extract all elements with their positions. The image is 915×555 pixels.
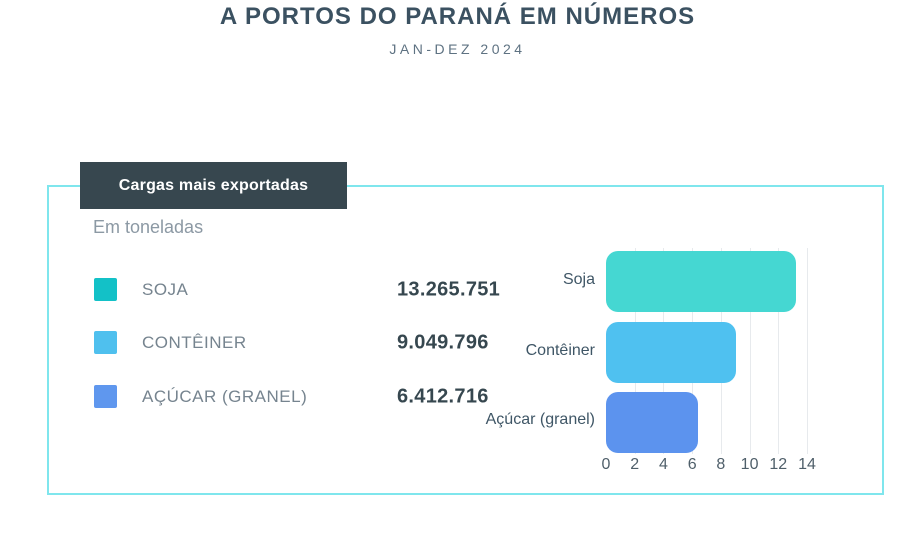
x-tick-label: 10 xyxy=(740,456,759,473)
x-tick-label: 2 xyxy=(630,456,640,473)
gridline xyxy=(778,248,780,454)
legend-swatch-acucar xyxy=(94,385,117,408)
legend-label: CONTÊINER xyxy=(142,332,247,352)
x-tick-label: 14 xyxy=(798,456,816,473)
gridline xyxy=(749,248,751,454)
page-title: A PORTOS DO PARANÁ EM NÚMEROS xyxy=(219,3,696,30)
legend-label: SOJA xyxy=(142,279,189,299)
chart-x-axis: 0 2 4 6 8 10 12 14 xyxy=(602,456,816,476)
unit-label: Em toneladas xyxy=(93,217,204,237)
legend-swatch-soja xyxy=(94,278,117,301)
legend-label: AÇÚCAR (GRANEL) xyxy=(142,386,308,406)
bar-soja xyxy=(606,251,797,312)
legend-value: 9.049.796 xyxy=(397,331,489,353)
chart-category-label-acucar: Açúcar (granel) xyxy=(485,411,595,428)
card-tag: Cargas mais exportadas xyxy=(80,162,347,209)
chart-category-label-soja: Soja xyxy=(562,271,595,288)
x-tick-label: 0 xyxy=(601,456,611,473)
bar-acucar xyxy=(606,392,699,453)
exports-card: Cargas mais exportadas Em toneladas SOJA… xyxy=(47,162,884,495)
x-tick-label: 6 xyxy=(687,456,697,473)
card-tag-label: Cargas mais exportadas xyxy=(118,176,309,194)
bar-conteiner xyxy=(606,322,736,383)
legend-swatch-conteiner xyxy=(94,331,117,354)
chart-category-label-conteiner: Contêiner xyxy=(525,342,595,359)
legend-value: 13.265.751 xyxy=(397,278,501,300)
legend-value: 6.412.716 xyxy=(397,385,489,407)
x-tick-label: 8 xyxy=(716,456,726,473)
page-subtitle: JAN-DEZ 2024 xyxy=(389,41,526,57)
x-tick-label: 12 xyxy=(769,456,788,473)
chart-plot xyxy=(606,248,808,454)
gridline xyxy=(807,248,808,454)
x-tick-label: 4 xyxy=(658,456,668,473)
